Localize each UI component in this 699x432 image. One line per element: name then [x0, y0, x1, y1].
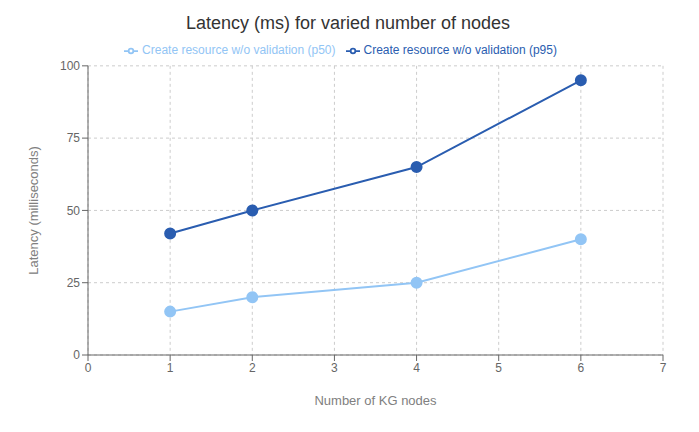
svg-text:3: 3 [331, 361, 338, 375]
svg-text:0: 0 [73, 348, 80, 362]
svg-text:1: 1 [167, 361, 174, 375]
svg-text:7: 7 [660, 361, 667, 375]
svg-text:4: 4 [413, 361, 420, 375]
html-text:Create resource w/o validation: Create resource w/o validation (p50) [142, 43, 336, 57]
svg-text:50: 50 [67, 204, 81, 218]
svg-text:25: 25 [67, 276, 81, 290]
svg-text:Number of KG nodes: Number of KG nodes [314, 393, 437, 408]
svg-text:100: 100 [60, 59, 80, 73]
html-text:Latency (ms) for varied number: Latency (ms) for varied number of nodes [185, 13, 511, 33]
svg-text:0: 0 [85, 361, 92, 375]
html-text:Create resource w/o validation: Create resource w/o validation (p95) [363, 43, 557, 57]
svg-text:6: 6 [578, 361, 585, 375]
svg-text:75: 75 [67, 131, 81, 145]
svg-text:Latency (milliseconds): Latency (milliseconds) [26, 146, 41, 275]
svg-text:5: 5 [495, 361, 502, 375]
svg-text:2: 2 [249, 361, 256, 375]
